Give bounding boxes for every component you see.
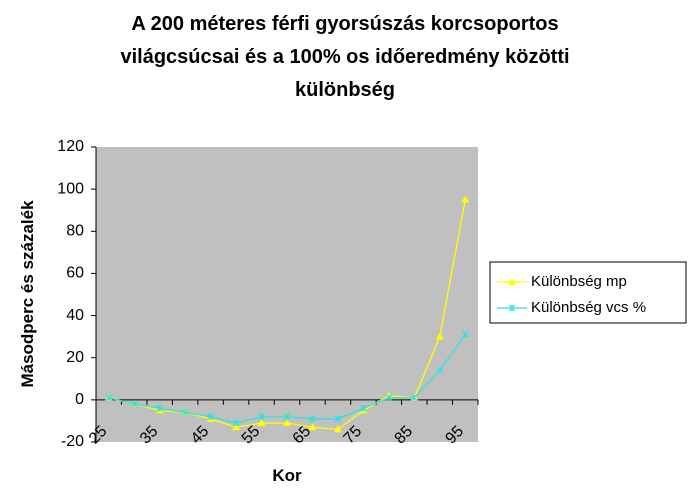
marker bbox=[105, 394, 113, 402]
marker bbox=[461, 331, 469, 338]
chart-title: világcsúcsai és a 100% os időeredmény kö… bbox=[120, 46, 569, 68]
y-tick-label: 40 bbox=[66, 307, 84, 324]
marker bbox=[333, 425, 342, 433]
chart-title: A 200 méteres férfi gyorsúszás korcsopor… bbox=[131, 13, 558, 35]
marker bbox=[508, 304, 516, 312]
x-axis-label: Kor bbox=[272, 466, 302, 485]
legend-label: Különbség vcs % bbox=[531, 299, 646, 316]
marker bbox=[283, 419, 291, 427]
marker bbox=[309, 415, 316, 423]
marker bbox=[334, 415, 342, 423]
legend-label: Különbség mp bbox=[531, 273, 627, 290]
plot-area bbox=[96, 147, 478, 442]
y-tick-label: 80 bbox=[66, 223, 84, 240]
marker bbox=[436, 366, 444, 374]
y-tick-label: 0 bbox=[75, 391, 84, 408]
marker bbox=[232, 423, 241, 431]
marker bbox=[258, 413, 265, 421]
y-tick-label: -20 bbox=[61, 433, 84, 450]
chart-title: különbség bbox=[295, 79, 395, 101]
y-tick-label: 100 bbox=[57, 180, 84, 197]
marker bbox=[156, 404, 164, 412]
marker bbox=[435, 332, 444, 340]
y-tick-label: 120 bbox=[57, 138, 84, 155]
marker bbox=[181, 409, 189, 416]
marker bbox=[232, 419, 240, 427]
marker bbox=[410, 394, 418, 402]
y-axis-label: Másodperc és százalék bbox=[18, 200, 37, 388]
marker bbox=[385, 394, 393, 402]
marker bbox=[283, 413, 291, 421]
y-tick-label: 20 bbox=[66, 349, 84, 366]
marker bbox=[308, 423, 317, 431]
marker bbox=[461, 195, 470, 203]
marker bbox=[130, 400, 138, 408]
marker bbox=[508, 278, 516, 285]
legend bbox=[489, 261, 687, 324]
y-tick-label: 60 bbox=[66, 265, 84, 282]
marker bbox=[257, 419, 266, 427]
marker bbox=[207, 413, 215, 421]
marker bbox=[359, 404, 367, 412]
